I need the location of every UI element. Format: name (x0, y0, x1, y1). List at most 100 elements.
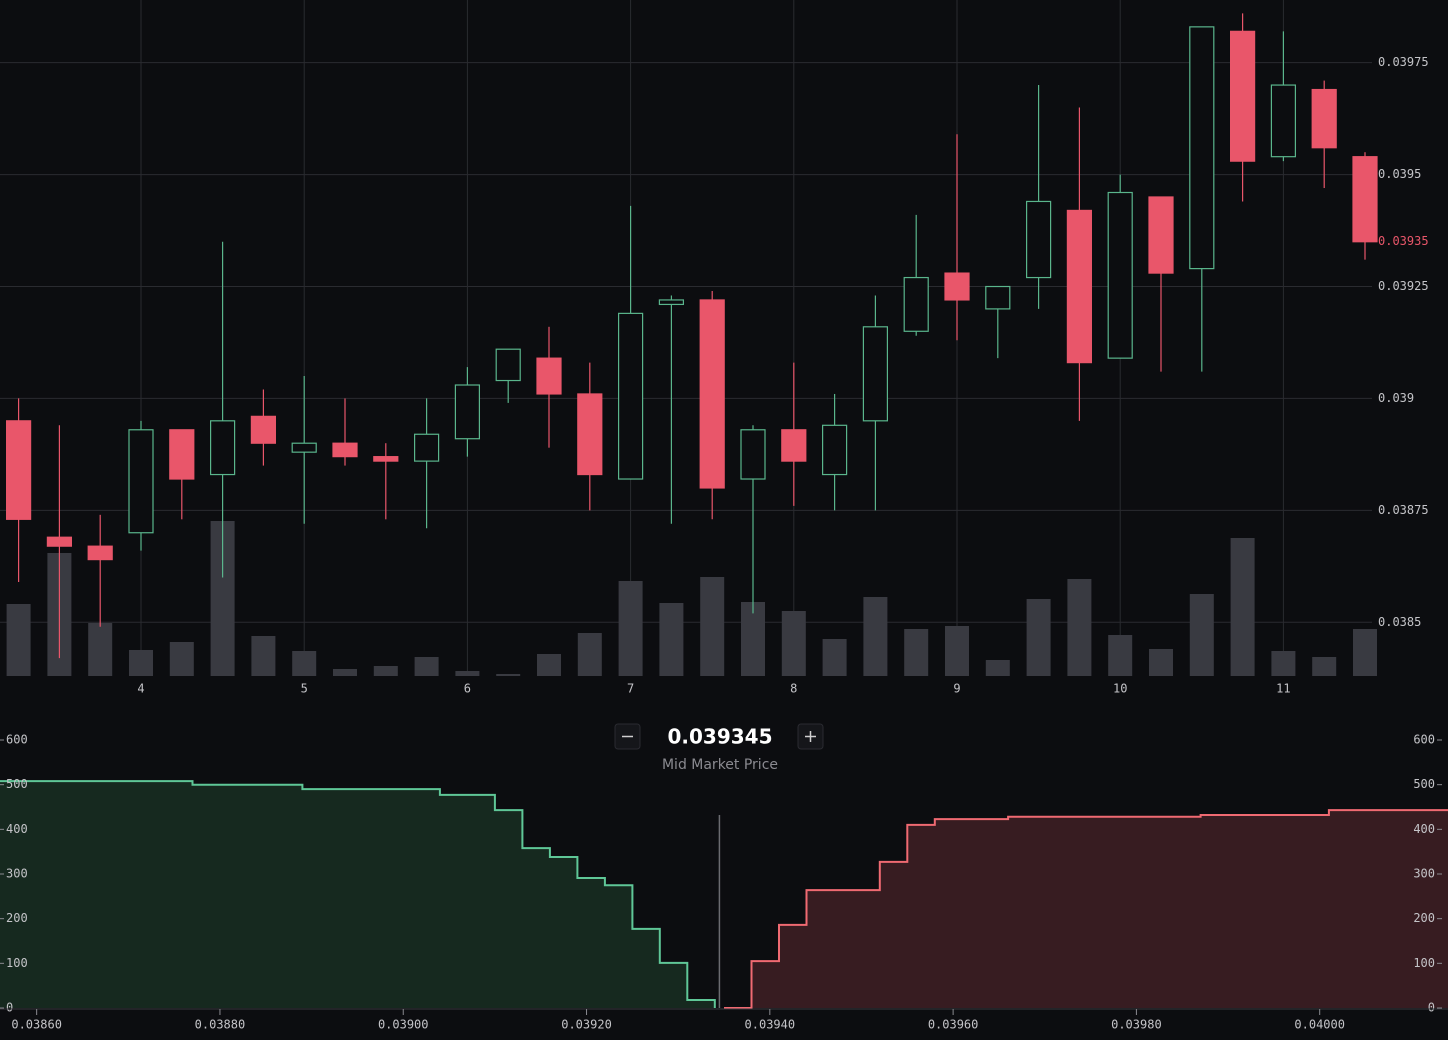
candle-body (1066, 209, 1093, 364)
volume-bar (1312, 657, 1337, 676)
candle-body (862, 326, 889, 422)
volume-bar (6, 604, 31, 676)
volume-bar (618, 581, 643, 676)
volume-bar (455, 671, 480, 676)
candle-body (1107, 191, 1133, 359)
volume-bar (414, 657, 439, 676)
volume-bar (373, 666, 398, 676)
volume-bar (496, 674, 521, 676)
x-tick-label: 7 (627, 682, 634, 696)
volume-bar (659, 603, 684, 676)
x-tick-label: 4 (137, 682, 144, 696)
candle-body (536, 357, 562, 395)
decrease-button[interactable] (614, 723, 641, 750)
candle-body (1270, 84, 1297, 158)
volume-bar (985, 660, 1010, 676)
y-tick-label: 0 (6, 1001, 13, 1015)
x-tick-label: 0.03920 (561, 1018, 612, 1032)
y-tick-label: 500 (1413, 777, 1435, 791)
y-tick-label: 0.0395 (1378, 167, 1421, 181)
y-tick-label: 300 (6, 867, 28, 881)
mid-price: 0.039345 (667, 725, 772, 749)
volume-bar (1189, 594, 1214, 676)
x-tick-label: 5 (301, 682, 308, 696)
volume-bar (904, 629, 929, 676)
volume-bar (1108, 635, 1133, 676)
volume-bar (781, 611, 806, 676)
candle-body (985, 285, 1011, 310)
candle-body (699, 299, 725, 489)
candle-body (250, 415, 276, 444)
x-tick-label: 0.04000 (1294, 1018, 1345, 1032)
candle-body (821, 424, 848, 476)
volume-bar (1026, 599, 1051, 676)
y-tick-label: 200 (1413, 911, 1435, 925)
candle-body (1311, 88, 1337, 149)
x-tick-label: 0.03980 (1111, 1018, 1162, 1032)
candle-body (740, 429, 766, 480)
bids-area (0, 781, 715, 1008)
x-tick-label: 9 (953, 682, 960, 696)
volume-bar (741, 602, 765, 676)
volume-bar (88, 623, 113, 676)
candle-body (781, 429, 807, 462)
y-tick-label: 100 (6, 956, 28, 970)
candle-body (944, 272, 970, 301)
last-price-label: 0.03935 (1378, 234, 1429, 248)
bids-line (0, 780, 716, 1008)
y-tick-label: 0 (1428, 1001, 1435, 1015)
volume-bar (1353, 629, 1377, 676)
candle-body (495, 348, 521, 382)
volume-bar (1149, 649, 1173, 676)
y-tick-label: 0.03875 (1378, 503, 1429, 517)
candle-body (414, 433, 440, 462)
x-tick-label: 0.03900 (378, 1018, 429, 1032)
x-tick-label: 8 (790, 682, 797, 696)
candle-body (210, 420, 236, 476)
candle-body (291, 442, 317, 453)
candle-body (5, 420, 32, 520)
candle-body (46, 536, 73, 547)
volume-bar (700, 577, 725, 676)
candle-body (1189, 26, 1215, 270)
candle-body (128, 429, 154, 534)
volume-bar (945, 626, 969, 676)
candle-body (332, 442, 358, 458)
mid-price-label: Mid Market Price (662, 757, 778, 773)
volume-bar (129, 650, 153, 676)
candle-body (87, 545, 113, 561)
volume-bar (1067, 579, 1092, 676)
y-tick-label: 400 (1413, 822, 1435, 836)
candle-body (577, 393, 603, 476)
volume-bar (537, 654, 561, 676)
x-tick-label: 0.03940 (745, 1018, 796, 1032)
volume-bar (577, 633, 602, 676)
candle-body (1352, 156, 1378, 243)
y-tick-label: 600 (1413, 733, 1435, 747)
y-tick-label: 0.039 (1378, 391, 1414, 405)
candle-body (373, 456, 399, 462)
increase-button[interactable] (797, 723, 824, 750)
volume-bar (822, 639, 847, 676)
x-tick-label: 10 (1113, 682, 1127, 696)
candle-body (1148, 196, 1174, 274)
asks-line (724, 809, 1448, 1009)
asks-area (724, 810, 1448, 1008)
candle-body (658, 299, 685, 306)
volume-bar (863, 597, 888, 676)
x-tick-label: 0.03880 (195, 1018, 246, 1032)
x-tick-label: 0.03960 (928, 1018, 979, 1032)
y-tick-label: 0.0385 (1378, 615, 1421, 629)
candle-body (903, 276, 929, 332)
volume-bar (1271, 651, 1296, 676)
y-tick-label: 500 (6, 777, 28, 791)
x-tick-label: 11 (1276, 682, 1290, 696)
volume-bar (169, 642, 194, 676)
y-tick-label: 600 (6, 733, 28, 747)
y-tick-label: 0.03925 (1378, 279, 1429, 293)
candle-body (617, 312, 644, 480)
volume-bar (1230, 538, 1255, 676)
candle-body (1025, 200, 1052, 279)
candle-body (454, 384, 480, 440)
